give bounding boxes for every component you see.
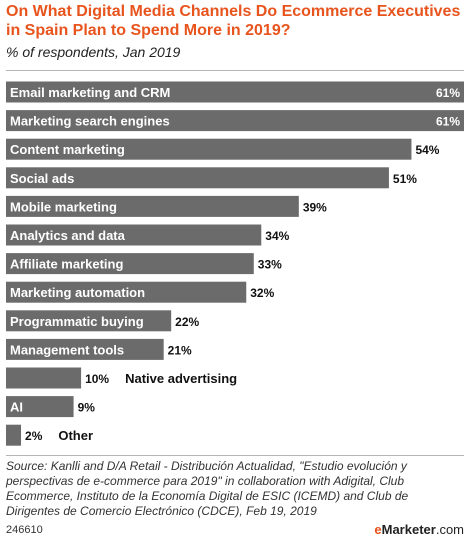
bar-9: [6, 338, 164, 360]
top-divider: [6, 70, 464, 71]
brand-e: e: [374, 522, 382, 537]
value-label-0: 61%: [436, 86, 460, 100]
value-label-2: 54%: [415, 143, 439, 157]
category-label-9: Management tools: [10, 342, 124, 357]
bar-2: [6, 138, 412, 160]
bar-12: [6, 424, 22, 446]
category-label-4: Mobile marketing: [10, 199, 117, 214]
category-label-6: Affiliate marketing: [10, 257, 123, 272]
value-label-11: 9%: [78, 401, 96, 415]
value-label-10: 10%: [85, 372, 109, 386]
category-label-3: Social ads: [10, 171, 74, 186]
bar-10: [6, 367, 82, 389]
category-label-2: Content marketing: [10, 142, 125, 157]
category-label-11: AI: [10, 400, 23, 415]
value-label-1: 61%: [436, 115, 460, 129]
value-label-6: 33%: [258, 258, 282, 272]
category-label-1: Marketing search engines: [10, 114, 170, 129]
category-label-0: Email marketing and CRM: [10, 85, 170, 100]
bar-chart: Email marketing and CRM 61% Marketing sear…: [6, 81, 464, 446]
value-label-3: 51%: [393, 172, 417, 186]
bar-6: [6, 253, 254, 275]
category-label-12: Other: [58, 428, 93, 443]
chart-title: On What Digital Media Channels Do Ecomme…: [6, 3, 461, 39]
bar-7: [6, 281, 247, 303]
source-note: Source: Kanlli and D/A Retail - Distribu…: [6, 459, 409, 518]
category-label-8: Programmatic buying: [10, 314, 144, 329]
value-label-12: 2%: [25, 429, 43, 443]
brand-name: Marketer: [381, 522, 436, 537]
bar-0: [6, 81, 464, 103]
brand-suffix: .com: [435, 522, 464, 537]
bar-11: [6, 396, 74, 418]
bar-4: [6, 195, 299, 217]
value-label-9: 21%: [168, 343, 192, 357]
bar-8: [6, 310, 172, 332]
value-label-4: 39%: [303, 200, 327, 214]
value-label-5: 34%: [265, 229, 289, 243]
value-label-8: 22%: [175, 315, 199, 329]
bar-1: [6, 110, 464, 132]
value-label-7: 32%: [250, 286, 274, 300]
category-label-7: Marketing automation: [10, 285, 145, 300]
footer: 246610 eMarketer.com: [6, 522, 464, 538]
chart-subtitle: % of respondents, Jan 2019: [6, 44, 181, 60]
bottom-divider: [6, 455, 464, 456]
category-label-10: Native advertising: [125, 371, 237, 386]
bar-3: [6, 167, 389, 189]
emarketer-logo[interactable]: eMarketer.com: [374, 522, 464, 537]
bar-5: [6, 224, 262, 246]
category-label-5: Analytics and data: [10, 228, 126, 243]
chart-id: 246610: [6, 524, 43, 536]
